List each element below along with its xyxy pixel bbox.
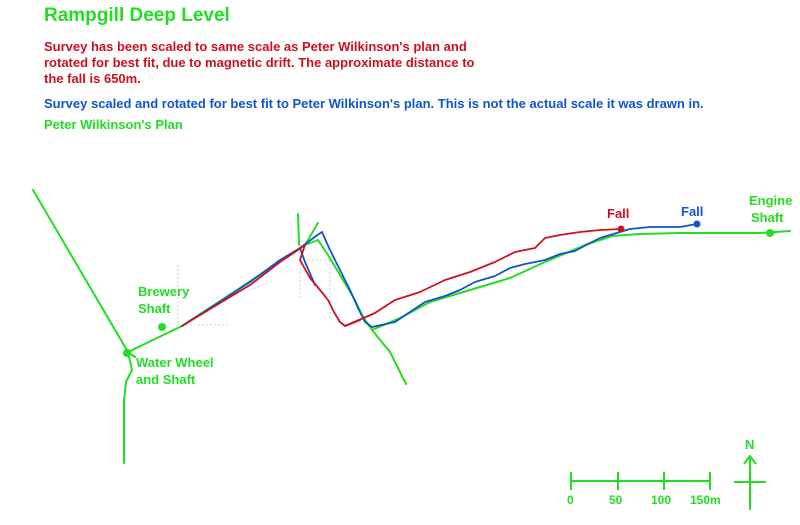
red-fall-marker [617,225,625,233]
blue-survey-passages [181,223,698,328]
blue-survey-note: Survey scaled and rotated for best fit t… [44,96,704,111]
green-passage-dog-leg [304,239,407,385]
brewery-shaft-marker [158,323,166,331]
brewery-shaft-label-2: Shaft [138,301,171,316]
red-survey-note: Survey has been scaled to same scale as … [44,39,475,86]
blue-passage-dog-leg [321,231,373,328]
green-passage-north-stub [297,213,300,246]
engine-shaft-label-2: Shaft [751,210,784,225]
blue-passage-east [371,223,698,328]
scale-label-100: 100 [651,493,671,507]
page-title: Rampgill Deep Level [44,5,230,26]
scale-label-50: 50 [609,493,623,507]
green-passage-west [32,189,136,358]
red-passage-east [344,228,622,327]
engine-shaft-marker [766,229,774,237]
water-wheel-label-1: Water Wheel [136,355,214,370]
north-arrow-head [743,454,757,465]
scale-label-0: 0 [567,493,574,507]
green-plan-passages [32,189,791,464]
scale-bar: 0 50 100 150m [567,472,721,507]
north-label: N [745,437,754,452]
red-survey-passages [181,228,622,327]
green-passage-main-east [371,230,791,331]
brewery-shaft-label-1: Brewery [138,284,190,299]
red-passage-west [181,244,306,327]
water-wheel-label-2: and Shaft [136,372,196,387]
green-passage-south [123,351,133,464]
blue-fall-label: Fall [681,204,703,219]
scale-label-150: 150m [690,493,721,507]
north-arrow: N [734,437,766,510]
red-fall-label: Fall [607,206,629,221]
engine-shaft-label-1: Engine [749,193,792,208]
green-plan-note: Peter Wilkinson's Plan [44,117,183,132]
blue-fall-marker [693,220,701,228]
green-passage-ne-stub [304,222,319,246]
red-passage-dog-leg [299,244,361,327]
water-wheel-shaft-marker [123,349,131,357]
